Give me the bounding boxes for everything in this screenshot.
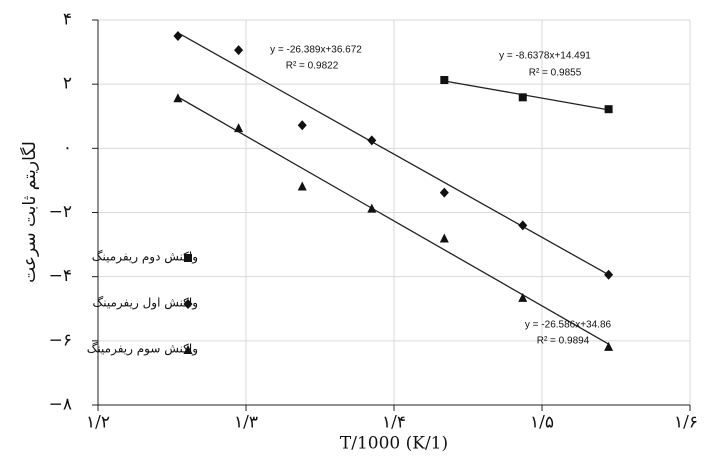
point <box>367 203 377 213</box>
point <box>234 45 244 56</box>
y-tick-label: −۸ <box>49 395 72 415</box>
trend-equation: y = -26.586x+34.86 <box>525 320 612 331</box>
trend-equation: y = -8.6378x+14.491 <box>499 51 591 62</box>
point <box>439 233 449 243</box>
point <box>367 135 377 146</box>
y-tick-label: ۴ <box>63 10 72 30</box>
trend-line <box>177 32 609 276</box>
point <box>518 220 528 231</box>
point <box>297 120 307 131</box>
point <box>518 292 528 302</box>
point <box>234 123 244 133</box>
point <box>173 31 183 42</box>
trend-equation: y = -26.389x+36.672 <box>270 45 362 56</box>
trend-line <box>177 96 609 345</box>
trend-equation: R² = 0.9894 <box>537 336 590 347</box>
x-tick-label: ۱/۴ <box>382 413 406 433</box>
trend-equation: R² = 0.9855 <box>529 68 582 79</box>
x-tick-label: ۱/۶ <box>674 413 698 433</box>
y-tick-label: ۰ <box>63 138 72 158</box>
point <box>518 93 527 102</box>
point <box>173 93 183 103</box>
legend-label: واکنش سوم ریفرمینگ <box>87 342 198 357</box>
legend-label: واکنش دوم ریفرمینگ <box>92 250 198 265</box>
legend-marker <box>184 254 192 262</box>
x-tick-label: ۱/۵ <box>530 413 554 433</box>
y-tick-label: −۶ <box>49 330 72 350</box>
x-tick-label: ۱/۲ <box>86 413 110 433</box>
point <box>440 75 449 84</box>
point <box>439 187 449 198</box>
legend-marker <box>183 299 193 309</box>
legend-label: واکنش اول ریفرمینگ <box>93 296 198 311</box>
point <box>604 341 614 351</box>
legend-marker <box>183 345 193 354</box>
point <box>297 181 307 191</box>
point <box>604 105 613 114</box>
y-tick-label: ۲ <box>63 74 72 94</box>
x-axis-label: T/1000 (K/1) <box>340 434 448 454</box>
point <box>604 269 614 280</box>
trend-equation: R² = 0.9822 <box>286 61 339 72</box>
y-axis-label: لگاریتم ثابت سرعت <box>19 141 40 283</box>
y-tick-label: −۴ <box>49 266 72 286</box>
y-tick-label: −۲ <box>49 202 72 222</box>
x-tick-label: ۱/۳ <box>234 413 258 433</box>
